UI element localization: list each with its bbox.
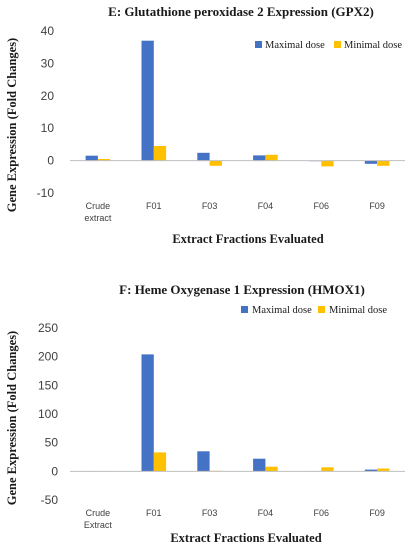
bar-layer xyxy=(85,354,390,472)
chart-gpx2-svg: E: Glutathione peroxidase 2 Expression (… xyxy=(5,4,405,246)
bar-maximal-f04 xyxy=(253,155,266,161)
bar-maximal-f01 xyxy=(141,40,154,161)
bar-minimal-f03 xyxy=(209,160,222,166)
y-tick-label: -50 xyxy=(41,493,59,507)
chart-gpx2: E: Glutathione peroxidase 2 Expression (… xyxy=(0,0,411,268)
chart-hmox1-svg: F: Heme Oxygenase 1 Expression (HMOX1) G… xyxy=(5,282,405,545)
legend-swatch-maximal xyxy=(241,306,248,313)
y-tick-label: 0 xyxy=(47,154,54,168)
bar-maximal-f09 xyxy=(364,160,378,164)
bar-minimal-crude-extract xyxy=(97,159,111,161)
y-axis-title: Gene Expression (Fold Changes) xyxy=(5,38,19,212)
x-axis-title: Extract Fractions Evaluated xyxy=(170,531,321,545)
y-axis-title: Gene Expression (Fold Changes) xyxy=(5,331,19,505)
y-tick-label: 100 xyxy=(38,407,58,421)
bar-minimal-f01 xyxy=(153,146,167,161)
y-tick-label: 150 xyxy=(38,378,58,392)
y-tick-label: 250 xyxy=(38,321,58,335)
bar-maximal-f04 xyxy=(253,458,266,472)
legend-label-maximal: Maximal dose xyxy=(252,305,312,316)
x-category-label: F04 xyxy=(258,508,274,518)
chart-title: E: Glutathione peroxidase 2 Expression (… xyxy=(108,4,374,19)
x-category-label: Crude Extract xyxy=(84,508,113,530)
legend: Maximal dose Minimal dose xyxy=(241,305,387,316)
bar-minimal-f09 xyxy=(377,160,390,166)
legend-label-minimal: Minimal dose xyxy=(329,305,387,316)
y-tick-label: 50 xyxy=(45,436,59,450)
bar-minimal-f01 xyxy=(153,452,167,472)
chart-hmox1: F: Heme Oxygenase 1 Expression (HMOX1) G… xyxy=(0,280,411,550)
x-category-label: F03 xyxy=(202,201,218,211)
x-category-label: F03 xyxy=(202,508,218,518)
x-category-label: F04 xyxy=(258,201,274,211)
x-category-label: F06 xyxy=(313,508,329,518)
bar-minimal-f06 xyxy=(321,467,334,472)
bar-maximal-f03 xyxy=(197,451,210,472)
legend-swatch-maximal xyxy=(255,41,262,48)
y-tick-label: 200 xyxy=(38,350,58,364)
x-category-label: F01 xyxy=(146,508,162,518)
y-tick-label: 40 xyxy=(41,24,55,38)
bar-layer xyxy=(85,40,390,167)
bar-maximal-f03 xyxy=(197,152,210,161)
x-category-label: F06 xyxy=(313,201,329,211)
legend-swatch-minimal xyxy=(318,306,325,313)
y-tick-label: -10 xyxy=(37,186,55,200)
bar-maximal-f09 xyxy=(364,469,378,472)
legend: Maximal dose Minimal dose xyxy=(255,40,402,51)
bar-maximal-f01 xyxy=(141,354,154,472)
y-tick-label: 10 xyxy=(41,121,55,135)
x-category-label: F09 xyxy=(369,201,385,211)
bar-minimal-f09 xyxy=(377,468,390,472)
bar-maximal-crude-extract xyxy=(85,155,98,161)
x-category-label: F01 xyxy=(146,201,162,211)
legend-swatch-minimal xyxy=(334,41,341,48)
legend-label-maximal: Maximal dose xyxy=(265,40,325,51)
bar-minimal-f06 xyxy=(321,160,334,167)
bar-minimal-f04 xyxy=(265,466,278,472)
chart-title: F: Heme Oxygenase 1 Expression (HMOX1) xyxy=(119,282,365,297)
y-tick-label: 30 xyxy=(41,56,55,70)
bar-minimal-f04 xyxy=(265,154,278,161)
legend-label-minimal: Minimal dose xyxy=(344,40,402,51)
y-tick-label: 0 xyxy=(51,464,58,478)
x-axis-title: Extract Fractions Evaluated xyxy=(172,232,323,246)
y-tick-label: 20 xyxy=(41,89,55,103)
x-category-label: F09 xyxy=(369,508,385,518)
x-category-label: Crude extract xyxy=(84,201,112,223)
